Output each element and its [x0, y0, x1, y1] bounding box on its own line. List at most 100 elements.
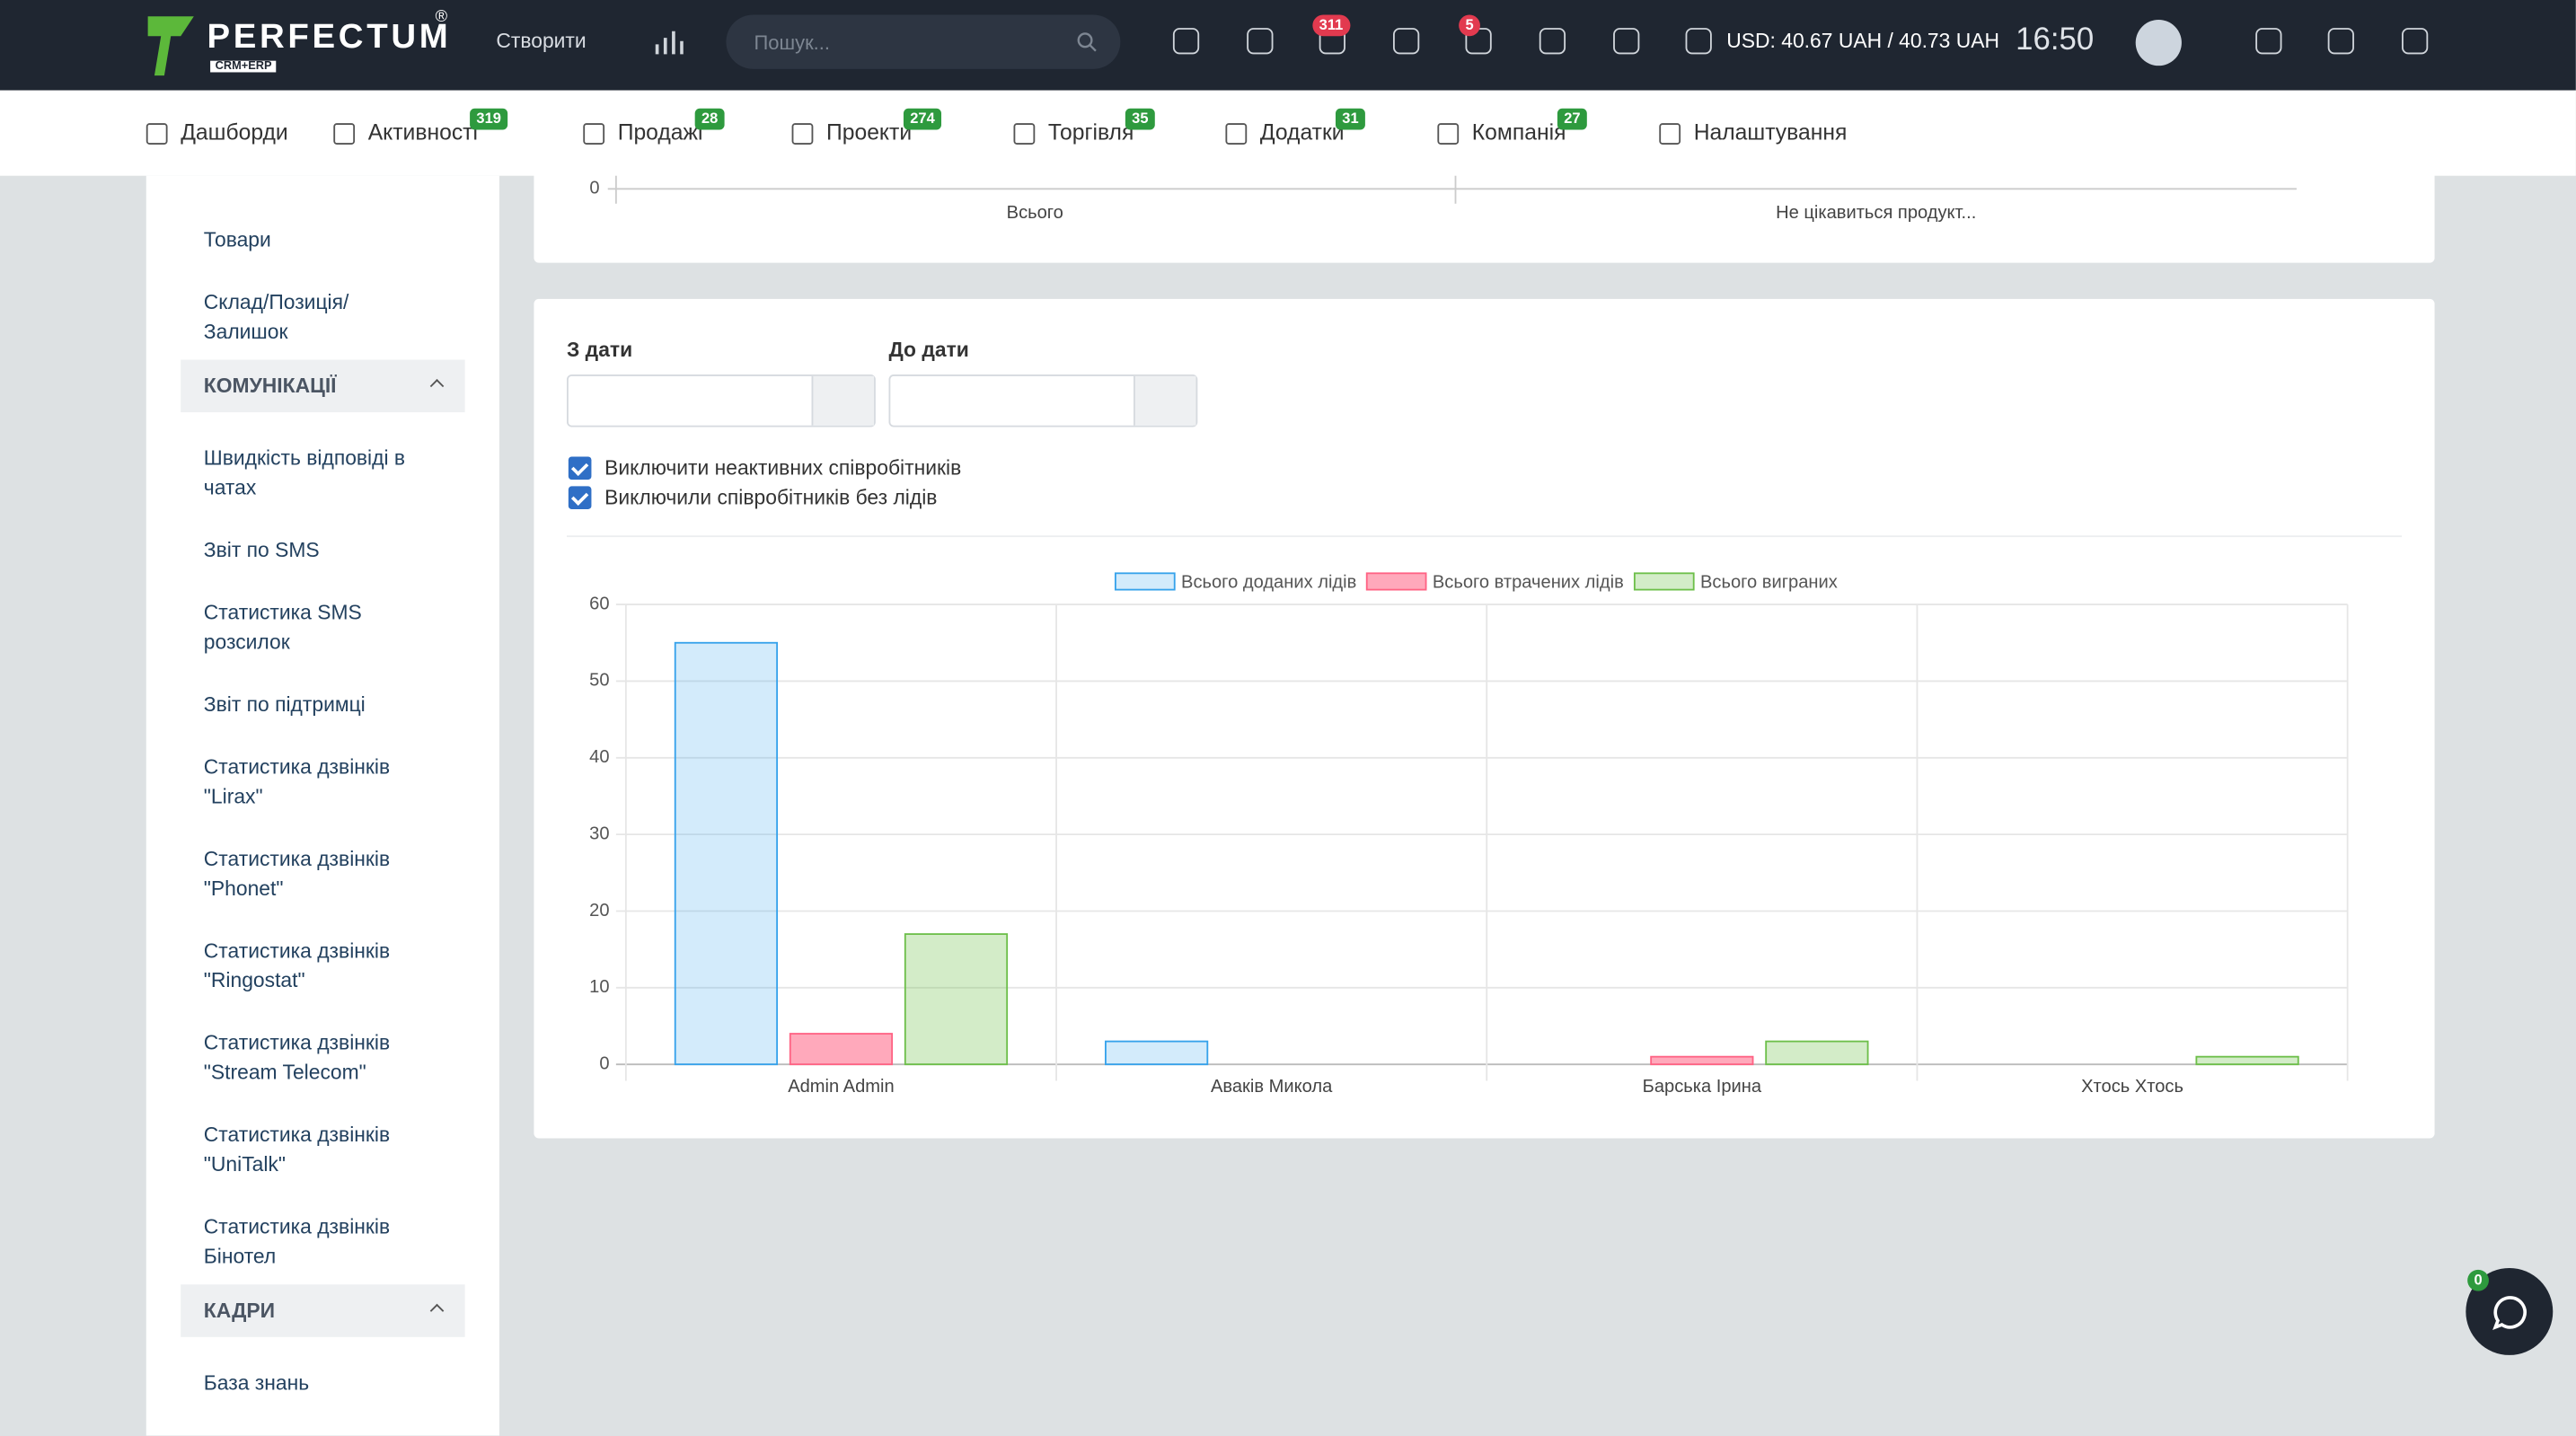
- search-placeholder: Пошук...: [754, 31, 830, 55]
- x-tick-label: Барська Ірина: [1643, 1077, 1762, 1097]
- nav-badge: 28: [694, 108, 725, 130]
- sidebar-link[interactable]: Статистика дзвінків Бінотел: [203, 1215, 391, 1268]
- search-icon: [1077, 32, 1097, 52]
- search-box[interactable]: Пошук...: [726, 14, 1121, 69]
- chat-button[interactable]: 0: [2466, 1267, 2554, 1355]
- x-tick-label: Аваків Микола: [1211, 1077, 1333, 1097]
- y-tick-label: 30: [589, 824, 609, 843]
- from-date-input[interactable]: [567, 374, 876, 427]
- sidebar-link[interactable]: Склад/Позиція/Залишок: [203, 290, 349, 344]
- stats-icon[interactable]: [654, 28, 684, 57]
- nav-badge: 274: [903, 108, 942, 130]
- nav-item[interactable]: Дашборди: [181, 119, 288, 145]
- y-tick-label: 20: [589, 901, 609, 921]
- checkbox[interactable]: [568, 486, 592, 509]
- sidebar-link[interactable]: Звіт по підтримці: [203, 692, 366, 717]
- sidebar-section[interactable]: КАДРИ: [181, 1284, 465, 1337]
- header-icon[interactable]: [1613, 28, 1640, 55]
- x-tick-label: Не цікавиться продукт...: [1776, 203, 1976, 223]
- header-icon[interactable]: [1539, 28, 1566, 55]
- bar: [1650, 1055, 1754, 1066]
- bar: [789, 1033, 894, 1066]
- legend-label: Всього виграних: [1700, 573, 1838, 593]
- nav-item[interactable]: Активності: [367, 119, 478, 145]
- header-icon[interactable]: [2401, 28, 2429, 55]
- nav-bar: Дашборди Активності 319 Продажі 28 Проекти 274…: [0, 90, 2576, 176]
- logo-icon: [147, 16, 194, 76]
- legend-label: Всього доданих лідів: [1181, 573, 1356, 593]
- sidebar-link[interactable]: Статистика дзвінків "UniTalk": [203, 1123, 391, 1176]
- checkbox[interactable]: [568, 456, 592, 480]
- legend-swatch: [1114, 572, 1176, 591]
- y-tick-label: 0: [599, 1054, 609, 1074]
- bar: [1105, 1040, 1209, 1066]
- bar: [674, 641, 779, 1066]
- notification-badge: 311: [1312, 14, 1350, 37]
- header-icon[interactable]: [2255, 28, 2282, 55]
- nav-badge: 319: [470, 108, 508, 130]
- nav-icon: [1013, 123, 1036, 145]
- divider: [567, 535, 2402, 538]
- chat-badge: 0: [2467, 1269, 2489, 1291]
- nav-icon: [333, 123, 356, 145]
- to-date-input[interactable]: [888, 374, 1198, 427]
- header-icon[interactable]: [1392, 28, 1420, 55]
- create-menu[interactable]: Створити: [496, 29, 587, 53]
- header-icon[interactable]: [1247, 28, 1274, 55]
- nav-badge: 31: [1335, 108, 1365, 130]
- bar: [904, 933, 1009, 1066]
- bar: [1765, 1040, 1869, 1066]
- currency-rate: USD: 40.67 UAH / 40.73 UAH: [1726, 29, 1999, 53]
- nav-icon: [1225, 123, 1248, 145]
- avatar[interactable]: [2135, 19, 2182, 66]
- nav-item[interactable]: Продажі: [617, 119, 703, 145]
- sidebar-link[interactable]: Статистика дзвінків "Phonet": [203, 847, 391, 901]
- sidebar-link[interactable]: Товари: [203, 228, 271, 251]
- legend-swatch: [1633, 572, 1695, 591]
- top-bar: PERFECTUM ® CRM+ERP Створити Пошук... US…: [0, 0, 2576, 91]
- sidebar-link[interactable]: Статистика дзвінків "Lirax": [203, 755, 391, 808]
- sidebar-link[interactable]: Статистика дзвінків "Ringostat": [203, 939, 391, 992]
- report-card: З дати До дати Виключити неактивних спів…: [534, 298, 2435, 1139]
- x-tick-label: Хтось Хтось: [2081, 1077, 2183, 1097]
- sidebar-link[interactable]: База знань: [203, 1371, 310, 1395]
- notification-badge: 5: [1459, 14, 1480, 37]
- y-tick-label: 50: [589, 671, 609, 691]
- chat-icon: [2492, 1296, 2527, 1330]
- nav-icon: [1659, 123, 1681, 145]
- clock: 16:50: [2016, 22, 2095, 58]
- nav-badge: 27: [1557, 108, 1587, 130]
- nav-icon: [791, 123, 814, 145]
- y-tick-label: 10: [589, 977, 609, 997]
- previous-chart-card: [534, 163, 2435, 263]
- nav-item[interactable]: Додатки: [1259, 119, 1345, 145]
- sidebar-section[interactable]: КОМУНІКАЦІЇ: [181, 359, 465, 413]
- nav-item[interactable]: Налаштування: [1693, 119, 1848, 145]
- sidebar-link[interactable]: Статистика дзвінків "Stream Telecom": [203, 1031, 391, 1085]
- header-icon[interactable]: [1685, 28, 1712, 55]
- x-tick-label: Всього: [1007, 203, 1063, 223]
- checkbox-label: Виключити неактивних співробітників: [604, 456, 962, 480]
- checkbox-label: Виключили співробітників без лідів: [604, 486, 938, 509]
- header-icon[interactable]: [1172, 28, 1200, 55]
- legend-label: Всього втрачених лідів: [1433, 573, 1624, 593]
- nav-item[interactable]: Компанія: [1471, 119, 1566, 145]
- bar: [2195, 1055, 2299, 1066]
- nav-item[interactable]: Проекти: [825, 119, 913, 145]
- logo-sub: CRM+ERP: [210, 60, 278, 73]
- header-icon[interactable]: [2327, 28, 2354, 55]
- logo-text: PERFECTUM: [207, 18, 452, 57]
- nav-icon: [1437, 123, 1460, 145]
- nav-badge: 35: [1125, 108, 1155, 130]
- sidebar-link[interactable]: Звіт по SMS: [203, 538, 320, 562]
- sidebar-link[interactable]: Швидкість відповіді в чатах: [203, 446, 406, 500]
- y-tick-label: 40: [589, 747, 609, 767]
- nav-icon: [146, 123, 168, 145]
- sidebar-link[interactable]: Статистика SMS розсилок: [203, 601, 362, 654]
- y-tick-label: 0: [589, 179, 599, 198]
- nav-item[interactable]: Торгівля: [1047, 119, 1134, 145]
- sidebar: Товари Склад/Позиція/Залишок КОМУНІКАЦІЇ Шв…: [146, 175, 500, 1436]
